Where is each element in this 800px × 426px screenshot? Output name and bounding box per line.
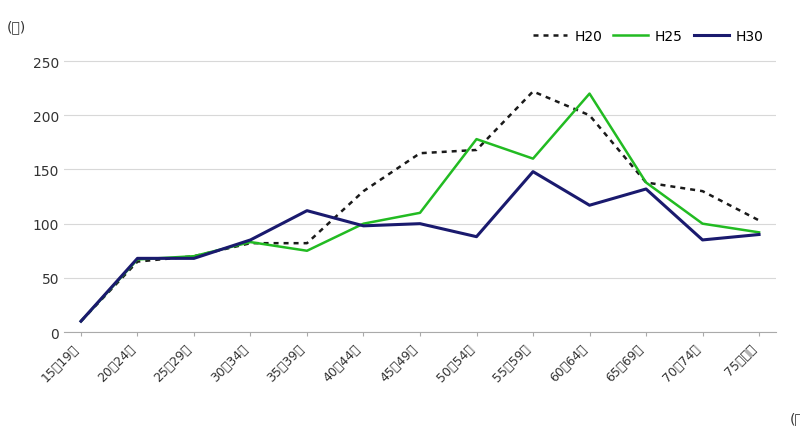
H30	[246, 238, 255, 243]
Text: (年齢): (年齢)	[790, 411, 800, 425]
H30	[642, 187, 651, 192]
H20	[698, 189, 707, 194]
H30	[698, 238, 707, 243]
H20	[189, 254, 198, 259]
H25	[302, 249, 312, 254]
H20	[76, 319, 86, 324]
H25	[189, 254, 198, 259]
Text: (人): (人)	[7, 20, 26, 34]
Legend: H20, H25, H30: H20, H25, H30	[527, 24, 769, 49]
H30	[528, 170, 538, 175]
H25	[642, 181, 651, 186]
H20	[302, 241, 312, 246]
H20	[246, 241, 255, 246]
H30	[358, 224, 368, 229]
H30	[133, 256, 142, 261]
H25	[133, 257, 142, 262]
H30	[585, 203, 594, 208]
H25	[472, 137, 482, 142]
H20	[415, 151, 425, 156]
H25	[76, 319, 86, 324]
H30	[189, 256, 198, 261]
H30	[472, 235, 482, 240]
H20	[585, 113, 594, 118]
Line: H30: H30	[81, 172, 759, 322]
H30	[754, 233, 764, 238]
H20	[358, 189, 368, 194]
H25	[528, 157, 538, 162]
H25	[585, 92, 594, 97]
H20	[472, 148, 482, 153]
H20	[133, 259, 142, 265]
H25	[415, 211, 425, 216]
H30	[76, 319, 86, 324]
H20	[642, 181, 651, 186]
H20	[754, 219, 764, 224]
H30	[415, 222, 425, 227]
H25	[246, 240, 255, 245]
Line: H25: H25	[81, 95, 759, 322]
H30	[302, 209, 312, 214]
Line: H20: H20	[81, 92, 759, 322]
H20	[528, 89, 538, 95]
H25	[754, 230, 764, 235]
H25	[698, 222, 707, 227]
H25	[358, 222, 368, 227]
